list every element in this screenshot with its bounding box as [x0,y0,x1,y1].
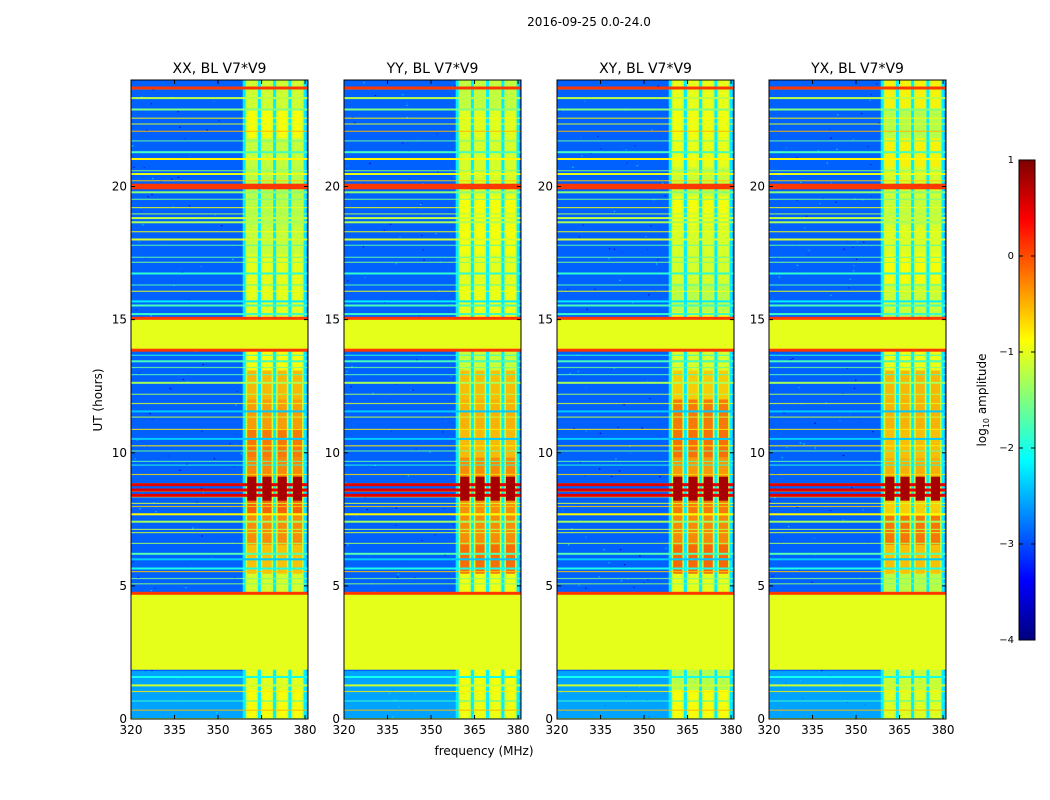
panel-title: XY, BL V7*V9 [599,61,692,77]
y-axis-label: UT (hours) [91,368,105,431]
x-tick-label: 335 [801,723,824,737]
y-tick-label: 15 [112,313,127,327]
y-tick-label: 10 [325,446,340,460]
y-tick-label: 20 [538,180,553,194]
y-tick-label: 5 [119,579,127,593]
y-tick-label: 20 [112,180,127,194]
y-tick-label: 15 [538,313,553,327]
colorbar: 1 0 −1 −2 −3 −4 [999,155,1036,646]
y-tick-label: 0 [119,712,127,726]
y-tick-label: 15 [750,313,765,327]
y-tick-label: 10 [538,446,553,460]
colorbar-tick-label: 1 [1008,155,1014,166]
x-tick-label: 335 [376,723,399,737]
heatmap-panel: YY, BL V7*V9 320 335 350 365 380 0 5 10 15 20 [325,61,530,737]
y-tick-label: 20 [750,180,765,194]
heatmap-panel: YX, BL V7*V9 320 335 350 365 380 0 5 10 15 20 [750,61,955,737]
y-tick-label: 0 [757,712,765,726]
x-tick-label: 365 [463,723,486,737]
y-tick-label: 20 [325,180,340,194]
colorbar-tick-label: −3 [999,539,1014,550]
colorbar-gradient [1018,159,1036,641]
x-tick-label: 365 [250,723,273,737]
y-tick-label: 10 [112,446,127,460]
colorbar-tick-label: 0 [1008,251,1014,262]
x-tick-label: 380 [720,723,743,737]
y-tick-label: 10 [750,446,765,460]
x-tick-label: 380 [932,723,955,737]
panel-title: YX, BL V7*V9 [810,61,904,77]
x-tick-label: 380 [294,723,317,737]
figure-suptitle: 2016-09-25 0.0-24.0 [527,15,651,29]
y-tick-label: 5 [757,579,765,593]
y-tick-label: 15 [325,313,340,327]
heatmap-panel: XY, BL V7*V9 320 335 350 365 380 0 5 10 15 20 [538,61,743,737]
colorbar-label: log10 amplitude [975,354,991,447]
x-tick-label: 350 [633,723,656,737]
panel-title: XX, BL V7*V9 [173,61,267,77]
x-tick-label: 380 [507,723,530,737]
colorbar-tick-label: −2 [999,443,1014,454]
colorbar-tick-label: −1 [999,347,1014,358]
panel-title: YY, BL V7*V9 [386,61,479,77]
x-tick-label: 335 [163,723,186,737]
y-tick-label: 0 [332,712,340,726]
x-tick-label: 365 [676,723,699,737]
heatmap-panel: XX, BL V7*V9 320 335 350 365 380 0 5 10 15 20 [112,61,317,737]
colorbar-tick-label: −4 [999,635,1014,646]
x-axis-label: frequency (MHz) [434,744,533,758]
x-tick-label: 350 [420,723,443,737]
x-tick-label: 320 [333,723,356,737]
x-tick-label: 350 [207,723,230,737]
x-tick-label: 320 [120,723,143,737]
x-tick-label: 335 [589,723,612,737]
y-tick-label: 5 [545,579,553,593]
y-tick-label: 5 [332,579,340,593]
x-tick-label: 320 [758,723,781,737]
y-tick-label: 0 [545,712,553,726]
x-tick-label: 320 [546,723,569,737]
x-tick-label: 350 [845,723,868,737]
x-tick-label: 365 [888,723,911,737]
